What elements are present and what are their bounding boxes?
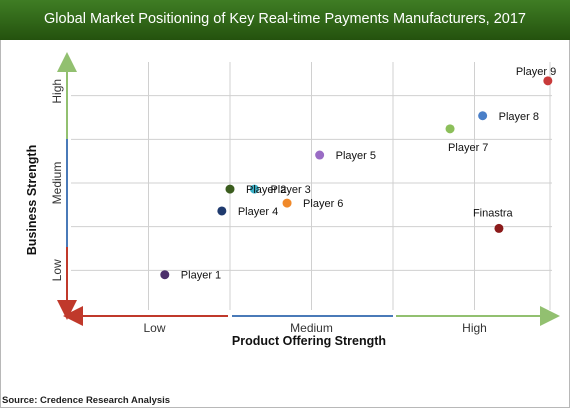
grid-lines xyxy=(71,62,552,310)
point-label: Player 4 xyxy=(238,206,278,218)
point-label: Player 1 xyxy=(181,270,221,282)
point-label: Finastra xyxy=(473,207,514,219)
data-point xyxy=(315,150,325,160)
axes xyxy=(57,52,560,326)
x-tick-label: Low xyxy=(143,321,165,335)
data-points xyxy=(160,76,553,280)
data-point xyxy=(225,184,235,194)
source-note: Source: Credence Research Analysis xyxy=(2,395,171,406)
point-label: Player 6 xyxy=(303,198,343,210)
y-axis-label: Business Strength xyxy=(25,145,39,255)
data-point xyxy=(282,198,292,208)
point-label: Player 9 xyxy=(516,66,556,78)
point-label: Player 8 xyxy=(499,111,539,123)
data-point xyxy=(217,206,227,216)
y-tick-label: Low xyxy=(50,259,64,281)
point-label: Player 7 xyxy=(448,142,488,154)
data-point xyxy=(160,270,170,280)
tick-labels: Low Medium High Low Medium High xyxy=(50,79,487,335)
data-point xyxy=(478,111,488,121)
data-point xyxy=(494,223,504,233)
data-point xyxy=(445,124,455,134)
y-tick-label: High xyxy=(50,79,64,104)
x-axis-label: Product Offering Strength xyxy=(232,334,386,348)
title-bar: Global Market Positioning of Key Real-ti… xyxy=(0,0,570,40)
point-label: Player 5 xyxy=(336,150,376,162)
point-label: Player 2 xyxy=(246,184,286,196)
point-label: Player 3 xyxy=(270,184,310,196)
data-point xyxy=(543,76,553,86)
x-tick-label: Medium xyxy=(290,321,333,335)
y-tick-label: Medium xyxy=(50,162,64,205)
data-point xyxy=(249,184,259,194)
x-tick-label: High xyxy=(462,321,487,335)
chart-title: Global Market Positioning of Key Real-ti… xyxy=(44,11,526,27)
